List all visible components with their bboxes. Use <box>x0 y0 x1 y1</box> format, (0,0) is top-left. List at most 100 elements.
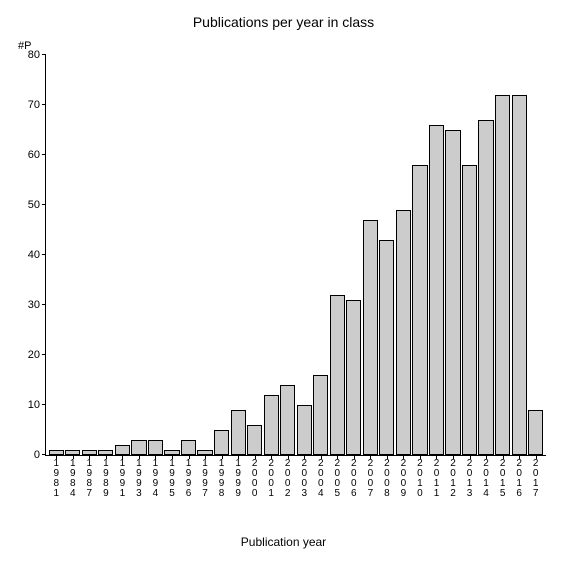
bar <box>131 440 146 455</box>
bar <box>247 425 262 455</box>
bar-slot: 2 0 1 4 <box>478 55 495 455</box>
bar <box>115 445 130 455</box>
ytick-mark <box>42 254 46 255</box>
ytick-label: 70 <box>10 99 46 111</box>
bar-slot: 1 9 8 9 <box>98 55 115 455</box>
bar-slot: 1 9 9 3 <box>131 55 148 455</box>
xtick-label: 2 0 1 3 <box>467 459 473 499</box>
bar-slot: 2 0 1 3 <box>461 55 478 455</box>
xtick-label: 1 9 9 3 <box>136 459 142 499</box>
bar <box>313 375 328 455</box>
bar-slot: 1 9 9 6 <box>180 55 197 455</box>
bar-slot: 2 0 1 6 <box>511 55 528 455</box>
bar <box>231 410 246 455</box>
ytick-mark <box>42 204 46 205</box>
bar-slot: 2 0 1 1 <box>428 55 445 455</box>
bar <box>462 165 477 455</box>
x-axis-label: Publication year <box>0 535 567 549</box>
bar <box>181 440 196 455</box>
bar-slot: 2 0 0 1 <box>263 55 280 455</box>
ytick-mark <box>42 454 46 455</box>
bar-slot: 2 0 0 4 <box>313 55 330 455</box>
xtick-label: 2 0 0 2 <box>285 459 291 499</box>
bar-slot: 2 0 1 0 <box>412 55 429 455</box>
bar-slot: 2 0 0 8 <box>379 55 396 455</box>
bar <box>363 220 378 455</box>
bar-slot: 1 9 8 4 <box>65 55 82 455</box>
xtick-label: 2 0 1 7 <box>533 459 539 499</box>
bar-slot: 1 9 9 8 <box>213 55 230 455</box>
xtick-label: 2 0 0 3 <box>301 459 307 499</box>
ytick-label: 30 <box>10 299 46 311</box>
bar <box>297 405 312 455</box>
xtick-label: 2 0 0 5 <box>335 459 341 499</box>
bar <box>280 385 295 455</box>
bar-slot: 1 9 8 1 <box>48 55 65 455</box>
ytick-label: 10 <box>10 399 46 411</box>
ytick-label: 50 <box>10 199 46 211</box>
xtick-label: 2 0 1 1 <box>434 459 440 499</box>
xtick-label: 2 0 0 6 <box>351 459 357 499</box>
xtick-label: 2 0 0 7 <box>368 459 374 499</box>
bar <box>214 430 229 455</box>
bar-slot: 2 0 1 2 <box>445 55 462 455</box>
bars-group: 1 9 8 11 9 8 41 9 8 71 9 8 91 9 9 11 9 9… <box>46 55 546 455</box>
ytick-label: 60 <box>10 149 46 161</box>
bar-slot: 1 9 9 7 <box>197 55 214 455</box>
plot-area: 1 9 8 11 9 8 41 9 8 71 9 8 91 9 9 11 9 9… <box>45 55 546 456</box>
bar <box>495 95 510 455</box>
ytick-label: 0 <box>10 449 46 461</box>
ytick-mark <box>42 354 46 355</box>
xtick-label: 1 9 8 1 <box>53 459 59 499</box>
xtick-label: 2 0 0 9 <box>401 459 407 499</box>
chart-title: Publications per year in class <box>0 14 567 30</box>
ytick-mark <box>42 104 46 105</box>
xtick-label: 1 9 9 4 <box>153 459 159 499</box>
xtick-label: 2 0 0 1 <box>268 459 274 499</box>
bar-slot: 2 0 0 0 <box>246 55 263 455</box>
ytick-mark <box>42 54 46 55</box>
xtick-label: 2 0 0 4 <box>318 459 324 499</box>
xtick-label: 1 9 9 5 <box>169 459 175 499</box>
xtick-label: 2 0 1 4 <box>483 459 489 499</box>
bar <box>512 95 527 455</box>
xtick-label: 2 0 1 5 <box>500 459 506 499</box>
bar-slot: 2 0 0 9 <box>395 55 412 455</box>
xtick-label: 1 9 8 7 <box>87 459 93 499</box>
bar <box>148 440 163 455</box>
bar-slot: 2 0 0 2 <box>279 55 296 455</box>
bar <box>445 130 460 455</box>
xtick-label: 1 9 9 8 <box>219 459 225 499</box>
bar <box>330 295 345 455</box>
xtick-label: 1 9 9 6 <box>186 459 192 499</box>
xtick-label: 1 9 9 9 <box>235 459 241 499</box>
bar-slot: 1 9 8 7 <box>81 55 98 455</box>
xtick-label: 1 9 9 1 <box>120 459 126 499</box>
bar <box>528 410 543 455</box>
ytick-label: 20 <box>10 349 46 361</box>
ytick-mark <box>42 404 46 405</box>
bar <box>346 300 361 455</box>
xtick-label: 2 0 0 0 <box>252 459 258 499</box>
ytick-label: 40 <box>10 249 46 261</box>
xtick-label: 1 9 8 4 <box>70 459 76 499</box>
bar-slot: 1 9 9 5 <box>164 55 181 455</box>
xtick-label: 1 9 9 7 <box>202 459 208 499</box>
bar <box>396 210 411 455</box>
bar-slot: 2 0 0 6 <box>346 55 363 455</box>
bar <box>264 395 279 455</box>
xtick-label: 2 0 1 0 <box>417 459 423 499</box>
bar <box>379 240 394 455</box>
xtick-label: 2 0 1 6 <box>516 459 522 499</box>
ytick-mark <box>42 154 46 155</box>
ytick-mark <box>42 304 46 305</box>
chart-container: Publications per year in class #P 1 9 8 … <box>0 0 567 567</box>
bar-slot: 1 9 9 4 <box>147 55 164 455</box>
bar-slot: 2 0 0 7 <box>362 55 379 455</box>
bar-slot: 2 0 1 7 <box>527 55 544 455</box>
bar <box>478 120 493 455</box>
bar-slot: 1 9 9 1 <box>114 55 131 455</box>
bar-slot: 2 0 1 5 <box>494 55 511 455</box>
xtick-label: 1 9 8 9 <box>103 459 109 499</box>
bar-slot: 1 9 9 9 <box>230 55 247 455</box>
